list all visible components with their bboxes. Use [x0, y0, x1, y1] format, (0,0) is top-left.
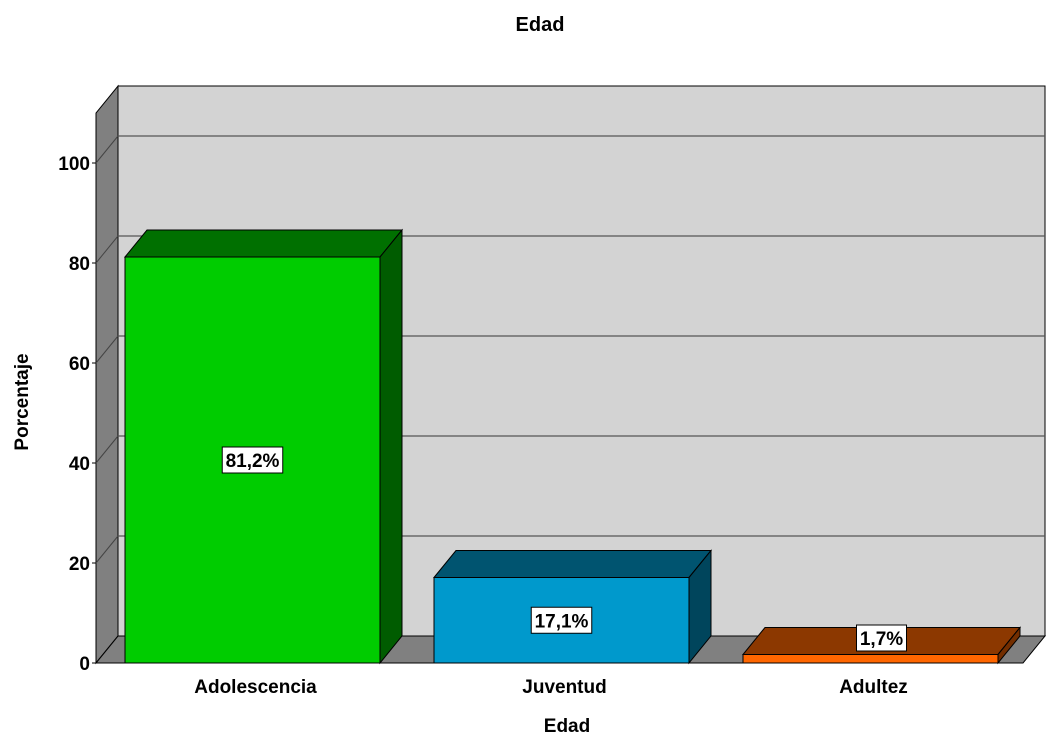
- gridline-wall: [95, 235, 119, 264]
- x-category-label: Adolescencia: [194, 677, 317, 698]
- y-axis-ticks: 0 20 40 60 80 100: [58, 154, 96, 675]
- y-tick-label: 60: [69, 354, 90, 375]
- gridline-wall: [95, 335, 119, 364]
- gridline-wall: [95, 135, 119, 164]
- bar-front-face: [742, 654, 999, 664]
- data-label-box: [530, 606, 593, 634]
- x-axis-categories: Adolescencia Juventud Adultez: [194, 677, 908, 698]
- bar-adultez: 1,7%: [741, 624, 1022, 665]
- y-tick-label: 80: [69, 254, 90, 275]
- bar-top-face: [123, 229, 404, 258]
- y-axis-title: Porcentaje: [12, 353, 33, 450]
- y-tick-label: 20: [69, 554, 90, 575]
- left-wall: [95, 84, 119, 665]
- x-category-label: Juventud: [522, 677, 606, 698]
- bar-top-face: [432, 550, 713, 578]
- bar-adolescencia: 81,2%: [123, 228, 404, 665]
- x-axis-title: Edad: [544, 716, 590, 735]
- bar-juventud: 17,1%: [432, 549, 713, 665]
- data-label-box: [221, 446, 284, 474]
- x-category-label: Adultez: [839, 677, 908, 698]
- gridline-wall: [95, 535, 119, 564]
- bar-side-face: [379, 228, 403, 665]
- bars-group: 81,2% 17,1% 1,7%: [123, 228, 1022, 665]
- data-label: 17,1%: [535, 611, 589, 632]
- data-label: 1,7%: [860, 629, 903, 650]
- data-label: 81,2%: [226, 451, 280, 472]
- chart-title: Edad: [516, 14, 565, 36]
- y-tick-label: 0: [79, 654, 90, 675]
- y-tick-label: 100: [58, 154, 90, 175]
- y-tick-label: 40: [69, 454, 90, 475]
- data-label-box: [856, 624, 907, 652]
- gridline-wall: [95, 435, 119, 464]
